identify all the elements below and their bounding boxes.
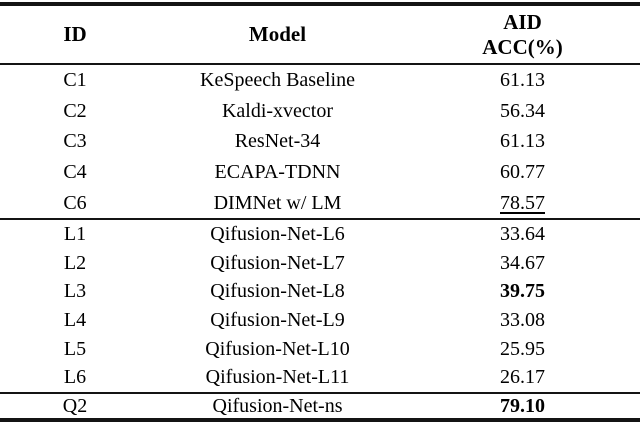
table-body: C1 KeSpeech Baseline 61.13 C2 Kaldi-xvector 5… xyxy=(0,65,640,418)
cell-model: Qifusion-Net-L8 xyxy=(210,280,345,303)
cell-model: KeSpeech Baseline xyxy=(200,69,355,92)
header-rule xyxy=(0,63,640,65)
table-row: Q2 Qifusion-Net-ns 79.10 xyxy=(0,394,640,418)
bottom-rule xyxy=(0,417,640,422)
table-row: C6 DIMNet w/ LM 78.57 xyxy=(0,187,640,218)
table-row: L3 Qifusion-Net-L8 39.75 xyxy=(0,277,640,306)
section-baseline-models: C1 KeSpeech Baseline 61.13 C2 Kaldi-xvector 5… xyxy=(0,65,640,220)
column-header-acc-line1: AID xyxy=(503,9,542,34)
cell-model: DIMNet w/ LM xyxy=(213,191,342,214)
cell-id: Q2 xyxy=(62,394,88,417)
top-rule xyxy=(0,2,640,6)
cell-acc: 25.95 xyxy=(500,337,545,360)
column-header-id: ID xyxy=(63,22,87,46)
cell-id: C6 xyxy=(63,191,87,214)
table-row: L4 Qifusion-Net-L9 33.08 xyxy=(0,306,640,335)
cell-id: C1 xyxy=(63,69,87,92)
cell-id: L4 xyxy=(63,309,87,332)
cell-acc: 39.75 xyxy=(500,280,545,303)
cell-model: ECAPA-TDNN xyxy=(214,161,341,184)
table-row: L2 Qifusion-Net-L7 34.67 xyxy=(0,249,640,278)
cell-model: Qifusion-Net-L6 xyxy=(210,223,345,246)
table-row: L6 Qifusion-Net-L11 26.17 xyxy=(0,363,640,392)
cell-model: Qifusion-Net-L9 xyxy=(210,309,345,332)
table-row: L1 Qifusion-Net-L6 33.64 xyxy=(0,220,640,249)
cell-model: Qifusion-Net-L11 xyxy=(205,366,350,389)
cell-acc: 56.34 xyxy=(500,99,545,122)
cell-acc: 33.08 xyxy=(500,309,545,332)
table-row: C4 ECAPA-TDNN 60.77 xyxy=(0,157,640,188)
cell-id: L3 xyxy=(63,280,87,303)
table-row: C3 ResNet-34 61.13 xyxy=(0,126,640,157)
table-row: C1 KeSpeech Baseline 61.13 xyxy=(0,65,640,96)
cell-acc: 61.13 xyxy=(500,130,545,153)
table-header-row: ID Model AID ACC(%) xyxy=(0,6,640,63)
cell-model: Qifusion-Net-L7 xyxy=(210,251,345,274)
cell-id: C3 xyxy=(63,130,87,153)
column-header-acc: AID ACC(%) xyxy=(405,10,640,60)
cell-id: L2 xyxy=(63,251,87,274)
cell-acc: 34.67 xyxy=(500,251,545,274)
cell-id: L5 xyxy=(63,337,87,360)
cell-id: C2 xyxy=(63,99,87,122)
table-row: L5 Qifusion-Net-L10 25.95 xyxy=(0,334,640,363)
cell-id: L6 xyxy=(63,366,87,389)
cell-acc: 79.10 xyxy=(500,394,545,417)
section-final-model: Q2 Qifusion-Net-ns 79.10 xyxy=(0,394,640,418)
cell-acc: 78.57 xyxy=(500,191,545,214)
cell-acc: 26.17 xyxy=(500,366,545,389)
section-qifusion-layer-models: L1 Qifusion-Net-L6 33.64 L2 Qifusion-Net-L7 3… xyxy=(0,220,640,394)
cell-acc: 60.77 xyxy=(500,161,545,184)
column-header-model: Model xyxy=(248,22,307,46)
column-header-acc-line2: ACC(%) xyxy=(482,34,563,59)
cell-model: Kaldi-xvector xyxy=(221,99,334,122)
cell-id: L1 xyxy=(63,223,87,246)
table-row: C2 Kaldi-xvector 56.34 xyxy=(0,96,640,127)
cell-acc: 61.13 xyxy=(500,69,545,92)
cell-acc: 33.64 xyxy=(500,223,545,246)
cell-model: Qifusion-Net-L10 xyxy=(205,337,350,360)
cell-model: Qifusion-Net-ns xyxy=(212,394,343,417)
cell-model: ResNet-34 xyxy=(234,130,321,153)
cell-id: C4 xyxy=(63,161,87,184)
